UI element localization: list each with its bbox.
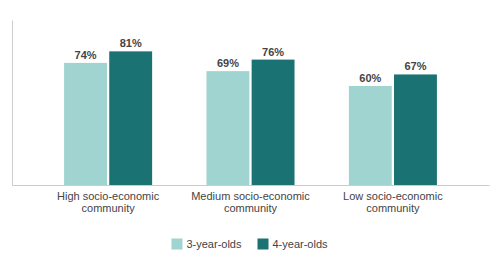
x-tick: Medium socio-economiccommunity [191,190,310,215]
bars [64,51,437,185]
bar [394,74,437,185]
x-tick-label: Low socio-economiccommunity [343,190,443,215]
legend-swatch [258,239,269,250]
plot: 74%69%60%81%76%67%High socio-economiccom… [13,21,490,215]
x-tick-label-line: community [224,202,278,214]
x-tick: High socio-economiccommunity [57,190,160,215]
bar [109,51,152,185]
data-labels: 74% 69% 60% 81% 76% 67% [75,37,427,84]
x-tick-label-line: Low socio-economic [343,190,443,202]
x-axis: High socio-economiccommunityMedium socio… [13,186,490,215]
y-axis [12,21,13,186]
legend: 3-year-olds 4-year-olds [171,238,328,250]
bar [206,71,249,185]
legend-swatch [171,239,182,250]
data-label: 69% [217,57,239,69]
data-label: 81% [120,37,142,49]
legend-item: 3-year-olds [171,238,242,250]
data-label: 74% [75,49,97,61]
data-label: 76% [262,46,284,58]
data-label: 67% [404,60,426,72]
legend-label: 4-year-olds [273,238,329,250]
x-tick-label-line: Medium socio-economic [191,190,310,202]
bar [349,86,392,185]
legend-label: 3-year-olds [186,238,242,250]
x-tick-label-line: community [366,202,420,214]
x-tick: Low socio-economiccommunity [343,190,443,215]
data-label: 60% [359,72,381,84]
x-tick-label-line: community [82,202,136,214]
x-axis-line [13,185,490,186]
y-axis-line [12,21,13,186]
bar [64,63,107,185]
legend-item: 4-year-olds [258,238,329,250]
x-tick-label-line: High socio-economic [57,190,160,202]
x-tick-label: Medium socio-economiccommunity [191,190,310,215]
chart: 74%69%60%81%76%67%High socio-economiccom… [0,0,499,257]
x-tick-label: High socio-economiccommunity [57,190,160,215]
bar [252,60,295,185]
